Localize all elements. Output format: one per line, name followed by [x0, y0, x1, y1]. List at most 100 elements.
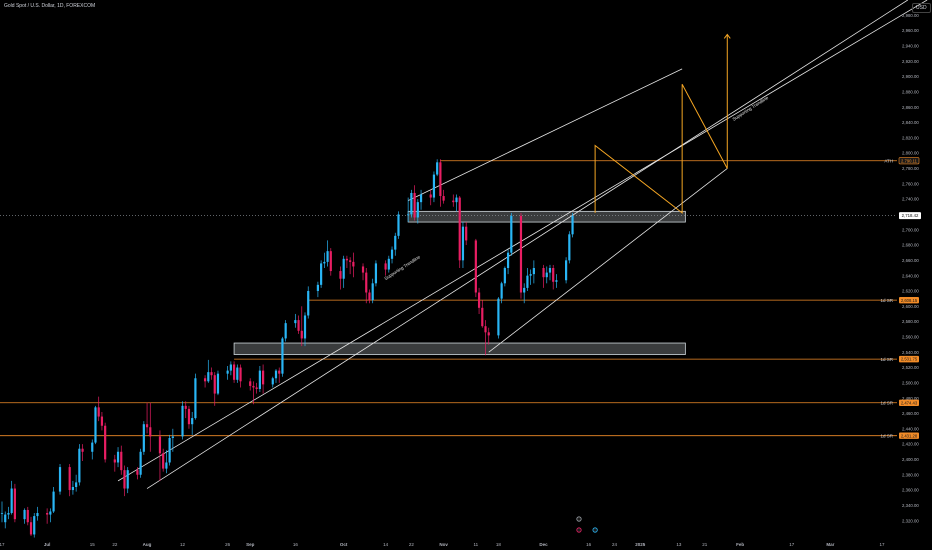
candle-body [439, 162, 442, 197]
candle-body [284, 323, 287, 339]
projection-arrowhead [723, 33, 731, 39]
candle-body [236, 367, 239, 380]
price-tick-label: 2,660.00 [902, 258, 919, 263]
level-label: 1d SR [880, 298, 893, 303]
price-tick-label: 2,340.00 [902, 503, 919, 508]
price-tick-label: 2,940.00 [902, 44, 919, 49]
candle-body [555, 280, 558, 282]
candle-body [100, 416, 104, 426]
time-tick-label: 2025 [635, 542, 646, 547]
candle-body [506, 252, 510, 268]
candle-body [320, 263, 323, 285]
price-tick-label: 2,460.00 [902, 411, 919, 416]
candle-body [29, 522, 33, 535]
event-marker-icon[interactable] [576, 527, 582, 533]
time-tick-label: 17 [879, 542, 885, 547]
candle-body [145, 424, 149, 428]
price-tick-label: 2,840.00 [902, 120, 919, 125]
candle-body [568, 234, 571, 261]
candle-body [548, 268, 552, 273]
candle-body [281, 338, 284, 374]
candle-body [477, 292, 481, 308]
price-tick-label: 2,620.00 [902, 289, 919, 294]
currency-button[interactable]: USD [912, 3, 931, 13]
time-tick-label: Sep [246, 542, 255, 547]
candle-body [94, 407, 97, 443]
price-tick-label: 2,640.00 [902, 273, 919, 278]
candle-body [300, 330, 303, 339]
time-tick-label: 16 [293, 542, 299, 547]
current-price-tag [899, 212, 921, 220]
time-tick-label: 22 [409, 542, 415, 547]
time-tick-label: Nov [439, 542, 448, 547]
candle-body [165, 462, 168, 469]
candle-body [432, 174, 436, 198]
candle-body [519, 215, 523, 293]
candle-body [136, 470, 139, 475]
candle-body [526, 275, 529, 288]
price-tick-label: 2,380.00 [902, 472, 919, 477]
level-price-tag [899, 399, 919, 406]
candle-body [26, 509, 29, 523]
price-tick-label: 2,700.00 [902, 227, 919, 232]
candle-body [303, 315, 307, 339]
candle-body [329, 251, 332, 272]
candle-body [461, 226, 465, 261]
candle-body [36, 513, 39, 517]
event-marker-icon[interactable] [576, 516, 582, 522]
trendline-label: Supporting Trendline [732, 95, 770, 122]
time-axis[interactable]: 17 Jul 15 22 Aug 12 26 Sep 16 Oct 14 22 Nov 11 18 Dec 16… [0, 516, 885, 547]
time-tick-label: Aug [143, 542, 152, 547]
candle-body [419, 194, 423, 203]
event-marker-icon[interactable] [592, 527, 598, 533]
price-tick-label: 2,420.00 [902, 442, 919, 447]
level-price-tag-label: 2,474.43 [901, 400, 918, 405]
candle-body [7, 513, 10, 515]
candle-body [387, 258, 390, 270]
candle-body [436, 162, 439, 175]
price-tick-label: 2,820.00 [902, 135, 919, 140]
time-tick-label: 26 [225, 542, 231, 547]
time-tick-label: 12 [180, 542, 186, 547]
candle-body [33, 516, 36, 535]
level-price-tag [899, 296, 919, 304]
candle-body [0, 513, 4, 514]
candle-body [252, 385, 255, 388]
time-tick-label: 21 [702, 542, 708, 547]
candle-body [465, 226, 468, 241]
candle-body [123, 470, 126, 489]
level-price-tag [898, 157, 920, 165]
candle-body [529, 274, 532, 276]
trendline [146, 0, 909, 489]
candle-body [142, 424, 145, 452]
candle-body [307, 290, 310, 316]
candle-body [474, 240, 477, 293]
price-axis[interactable]: 2,320.00 2,340.00 2,360.00 2,380.00 2,400.00… [898, 13, 921, 523]
candle-body [255, 387, 258, 389]
candle-body [75, 482, 78, 487]
time-tick-label: 15 [90, 542, 96, 547]
candle-body [191, 418, 194, 425]
candle-body [213, 375, 216, 394]
time-tick-label: 22 [112, 542, 118, 547]
candle-body [458, 197, 461, 261]
price-tick-label: 2,740.00 [902, 197, 919, 202]
candle-body [120, 451, 123, 471]
candle-body [481, 307, 484, 327]
candle-body [484, 326, 487, 333]
candle-body [368, 292, 371, 301]
candle-body [71, 486, 75, 491]
time-tick-label: 16 [586, 542, 592, 547]
candle-body [323, 261, 326, 264]
level-label: 1d SR [880, 433, 893, 438]
candle-body [58, 467, 62, 492]
price-tick-label: 2,360.00 [902, 488, 919, 493]
price-tick-label: 2,760.00 [902, 181, 919, 186]
price-tick-label: 2,780.00 [902, 166, 919, 171]
candle-body [278, 370, 281, 374]
candle-body [452, 200, 455, 203]
candle-body [542, 268, 545, 278]
trendline [407, 68, 683, 201]
